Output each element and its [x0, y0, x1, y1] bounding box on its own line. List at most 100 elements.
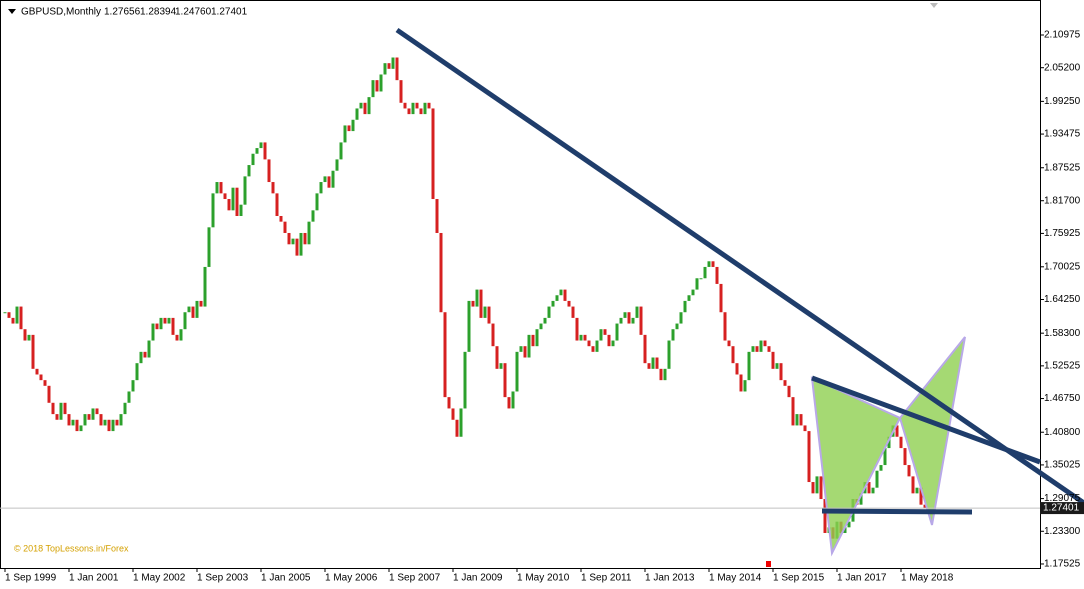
candle — [479, 289, 483, 318]
candle — [427, 102, 431, 109]
candle — [383, 63, 387, 75]
candle — [399, 80, 403, 103]
support-line — [821, 508, 973, 515]
candle — [199, 300, 203, 307]
candle — [763, 340, 767, 347]
symbol: GBPUSD,Monthly — [21, 7, 101, 18]
candle — [275, 193, 279, 216]
candle — [611, 340, 615, 347]
candle — [123, 402, 127, 415]
candle — [607, 334, 611, 347]
candle — [7, 312, 11, 318]
candle — [651, 357, 655, 369]
candle — [495, 346, 499, 369]
candle — [119, 414, 123, 426]
candle — [707, 261, 711, 267]
candle — [911, 476, 915, 494]
x-tick-label: 1 Jan 2013 — [645, 573, 695, 584]
candle — [295, 238, 299, 256]
candle — [247, 165, 251, 177]
marker — [930, 3, 938, 8]
candle — [703, 266, 707, 279]
candle — [143, 351, 147, 358]
candle — [599, 329, 603, 341]
candle — [283, 221, 287, 233]
watermark: © 2018 TopLessons.in/Forex — [14, 543, 129, 553]
candles — [3, 57, 927, 539]
candle — [367, 97, 371, 115]
candle — [347, 125, 351, 132]
candle — [735, 363, 739, 375]
candle — [583, 334, 587, 341]
candle — [171, 317, 175, 335]
candle — [647, 363, 651, 369]
candle — [51, 402, 55, 415]
candle — [567, 300, 571, 307]
candle — [691, 289, 695, 296]
y-tick-label: 2.10975 — [1044, 30, 1081, 41]
candle — [403, 102, 407, 109]
candle — [303, 232, 307, 245]
candle — [507, 397, 511, 409]
candle — [391, 57, 395, 69]
candle — [615, 323, 619, 341]
price-label: 1.27401 — [1043, 503, 1080, 514]
candle — [179, 329, 183, 341]
candle — [531, 334, 535, 347]
candle — [559, 289, 563, 296]
candle — [803, 425, 807, 432]
ohlc-open: 1.27656 — [104, 7, 141, 18]
candle — [859, 493, 863, 505]
candle — [823, 499, 827, 533]
candle — [315, 193, 319, 211]
x-tick-label: 1 Sep 2015 — [773, 573, 825, 584]
candle — [751, 346, 755, 352]
x-tick-label: 1 Sep 2003 — [197, 573, 249, 584]
x-tick-label: 1 May 2014 — [709, 573, 762, 584]
candle — [695, 278, 699, 290]
candle — [715, 266, 719, 284]
candle — [99, 414, 103, 426]
candle — [519, 346, 523, 352]
candle — [727, 340, 731, 347]
candle — [551, 300, 555, 307]
candle — [331, 170, 335, 188]
candle — [899, 436, 903, 449]
candle — [711, 261, 715, 267]
candle — [883, 448, 887, 466]
x-tick-label: 1 May 2002 — [133, 573, 186, 584]
candle — [791, 397, 795, 426]
candle — [87, 414, 91, 420]
y-tick-label: 1.35025 — [1044, 460, 1081, 471]
candle — [55, 414, 59, 420]
candle — [623, 312, 627, 318]
candle — [155, 323, 159, 330]
candle — [739, 374, 743, 392]
candle — [215, 182, 219, 194]
candle — [547, 306, 551, 318]
candle — [771, 351, 775, 369]
candle — [307, 221, 311, 245]
candle — [15, 306, 19, 324]
candle — [23, 329, 27, 341]
candle — [415, 102, 419, 109]
candle — [743, 380, 747, 392]
candle — [483, 306, 487, 318]
price-box — [1040, 502, 1084, 515]
y-tick-label: 1.52525 — [1044, 360, 1081, 371]
candle — [11, 317, 15, 324]
candle — [431, 108, 435, 200]
y-tick-label: 1.75925 — [1044, 228, 1081, 239]
x-tick-label: 1 Jan 2001 — [69, 573, 119, 584]
candle — [363, 102, 367, 115]
candle — [47, 385, 51, 403]
candle — [503, 363, 507, 398]
candle — [491, 323, 495, 347]
candle — [71, 419, 75, 426]
candle — [183, 312, 187, 330]
candle — [107, 419, 111, 432]
candle — [43, 380, 47, 386]
candle — [135, 363, 139, 381]
candle — [783, 380, 787, 386]
